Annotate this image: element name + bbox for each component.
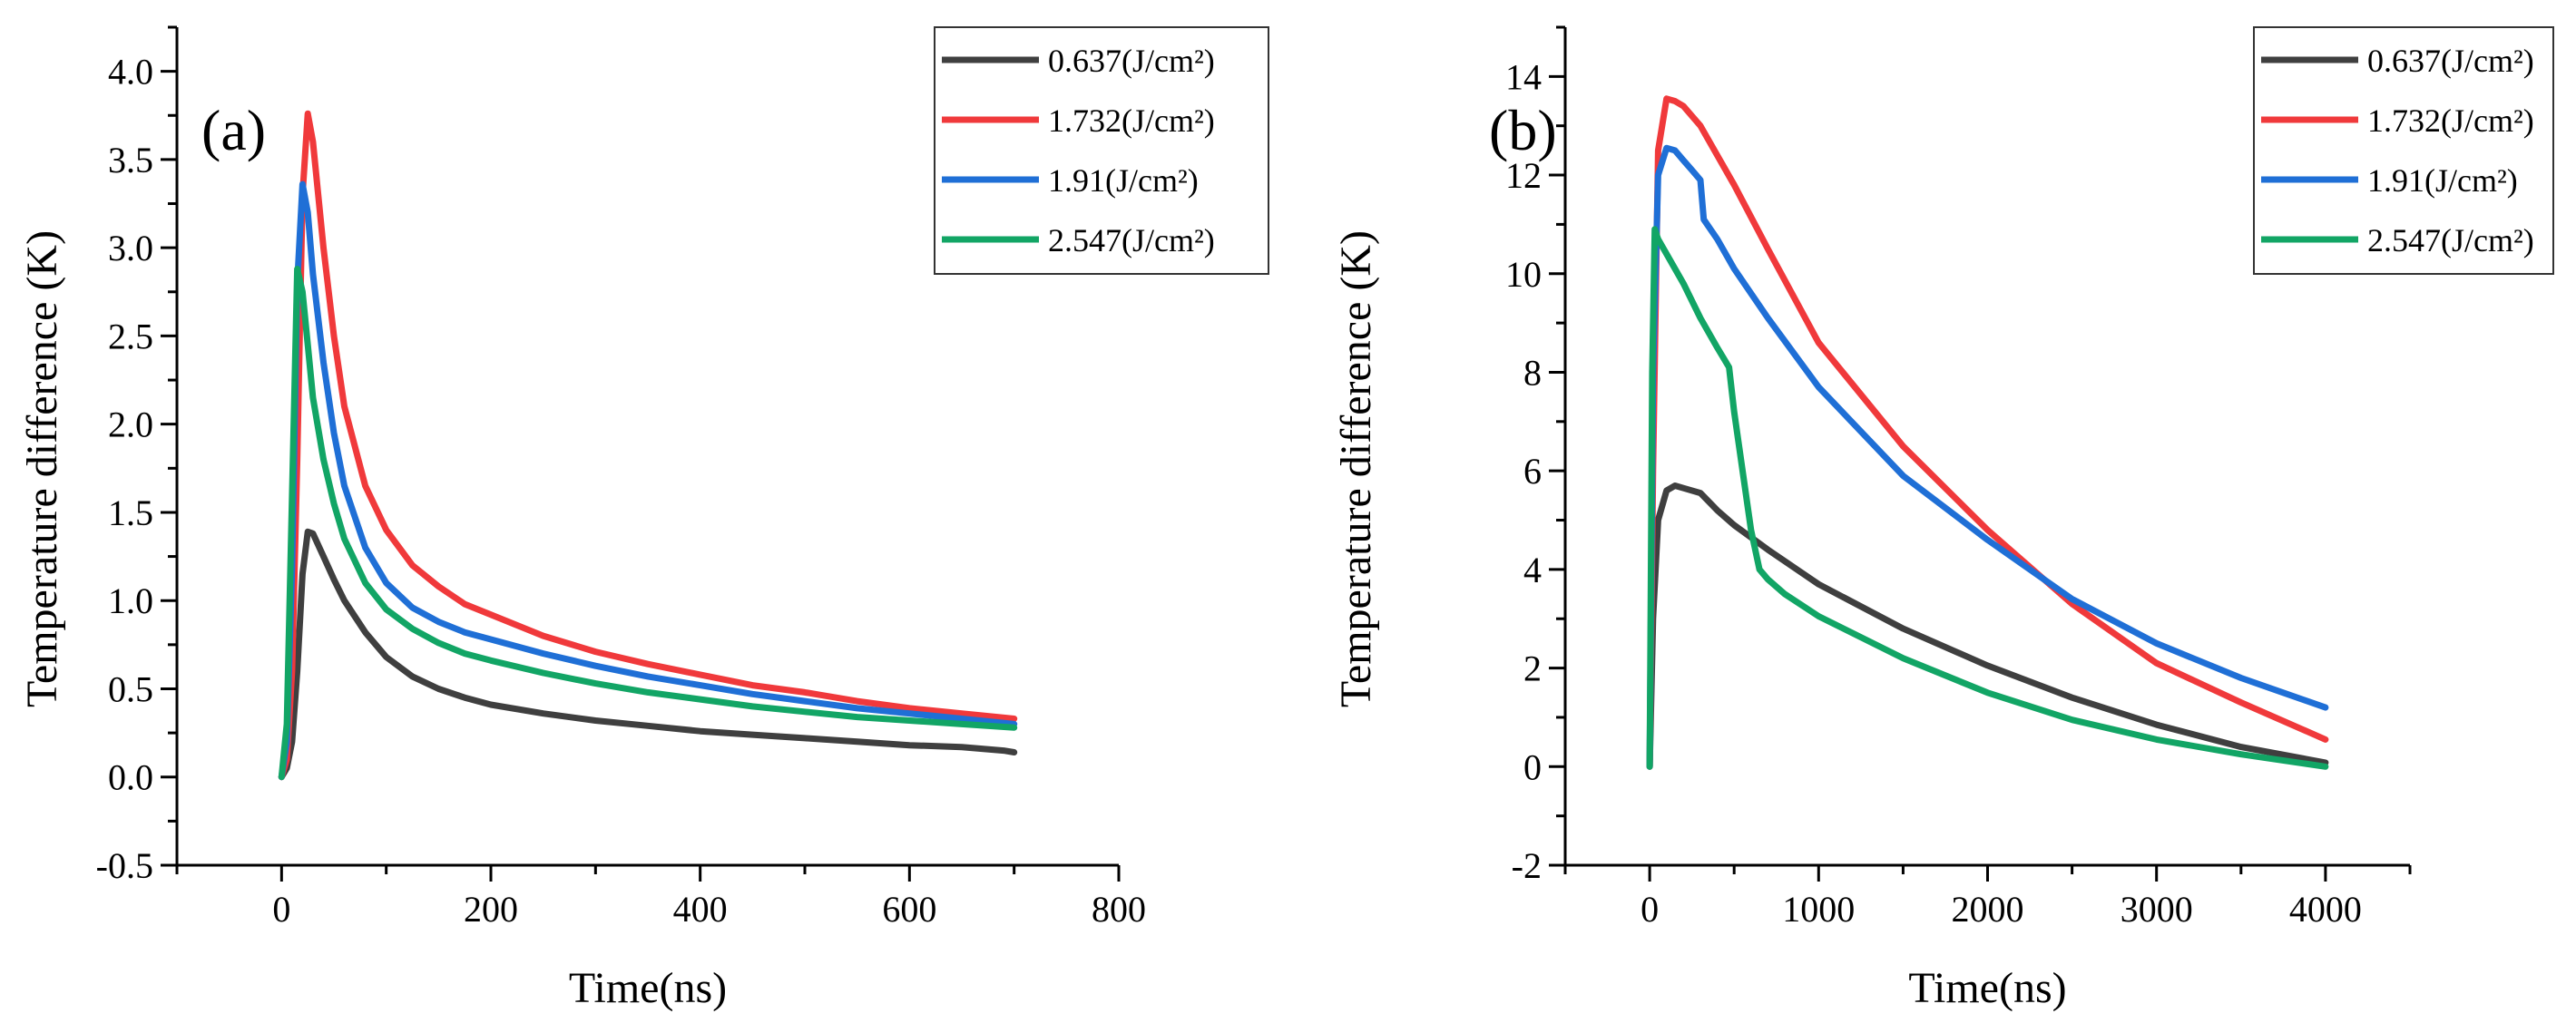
- legend-label: 1.91(J/cm²): [1048, 162, 1199, 199]
- legend-label: 0.637(J/cm²): [1048, 43, 1215, 79]
- series-line-1: [1646, 95, 2329, 770]
- y-tick-label: 3.0: [108, 228, 153, 268]
- y-tick-label: 1.5: [108, 492, 153, 533]
- x-tick-label: 0: [272, 889, 290, 930]
- y-tick-label: 12: [1505, 155, 1542, 196]
- y-tick-label: 6: [1523, 451, 1542, 492]
- series-line-3: [1646, 226, 2329, 770]
- series-line-2: [1646, 144, 2329, 770]
- series-line-3: [278, 266, 1018, 781]
- x-tick-label: 400: [673, 889, 728, 930]
- x-axis-title: Time(ns): [569, 964, 727, 1012]
- y-tick-label: 0.0: [108, 757, 153, 798]
- y-tick-label: 3.5: [108, 140, 153, 180]
- x-tick-label: 200: [464, 889, 518, 930]
- y-tick-label: 2.0: [108, 404, 153, 445]
- panel-label: (a): [201, 98, 266, 162]
- legend-box: [2253, 26, 2554, 275]
- y-tick-label: 2.5: [108, 316, 153, 356]
- y-tick-label: -2: [1512, 845, 1542, 886]
- chart-panel-a: 0 200 400 600 800 -0.5 0.0 0.5 1.0 1.5 2.0 2.5 3.0 3.…: [18, 25, 1269, 1012]
- x-tick-label: 4000: [2289, 889, 2362, 930]
- y-tick-label: 4: [1523, 550, 1542, 590]
- series-group: [1646, 95, 2329, 770]
- x-tick-label: 800: [1092, 889, 1146, 930]
- legend-label: 1.732(J/cm²): [2367, 102, 2534, 139]
- series-group: [278, 110, 1018, 781]
- y-tick-label: 14: [1505, 56, 1542, 97]
- series-line-0: [278, 528, 1018, 781]
- x-axis-title: Time(ns): [1908, 964, 2066, 1012]
- y-tick-label: 4.0: [108, 52, 153, 93]
- x-tick-label: 2000: [1952, 889, 2024, 930]
- x-tick-label: 3000: [2121, 889, 2193, 930]
- y-axis-title: Temperature difference (K): [18, 230, 66, 707]
- chart-panel-b: 0 1000 2000 3000 4000 -2 0 2 4 6 8 10 12 14 Time(ns) Te…: [1332, 25, 2554, 1012]
- legend: 0.637(J/cm²) 1.732(J/cm²) 1.91(J/cm²) 2.547…: [2253, 26, 2554, 275]
- legend-box: [934, 26, 1269, 275]
- y-tick-label: 1.0: [108, 580, 153, 621]
- y-axis-title: Temperature difference (K): [1332, 230, 1380, 707]
- y-tick-label: -0.5: [96, 845, 153, 886]
- legend-label: 2.547(J/cm²): [1048, 222, 1215, 258]
- y-tick-label: 0.5: [108, 668, 153, 709]
- legend-label: 1.732(J/cm²): [1048, 102, 1215, 139]
- series-line-0: [1646, 482, 2329, 770]
- y-tick-label: 2: [1523, 648, 1542, 689]
- panel-label: (b): [1489, 98, 1557, 162]
- y-tick-label: 8: [1523, 352, 1542, 393]
- legend: 0.637(J/cm²) 1.732(J/cm²) 1.91(J/cm²) 2.547…: [934, 26, 1269, 275]
- legend-label: 0.637(J/cm²): [2367, 43, 2534, 79]
- y-tick-label: 10: [1505, 254, 1542, 295]
- x-tick-label: 0: [1641, 889, 1659, 930]
- x-tick-label: 1000: [1782, 889, 1855, 930]
- y-tick-label: 0: [1523, 746, 1542, 787]
- legend-label: 1.91(J/cm²): [2367, 162, 2518, 199]
- legend-label: 2.547(J/cm²): [2367, 222, 2534, 258]
- x-tick-label: 600: [882, 889, 936, 930]
- series-line-2: [278, 180, 1018, 781]
